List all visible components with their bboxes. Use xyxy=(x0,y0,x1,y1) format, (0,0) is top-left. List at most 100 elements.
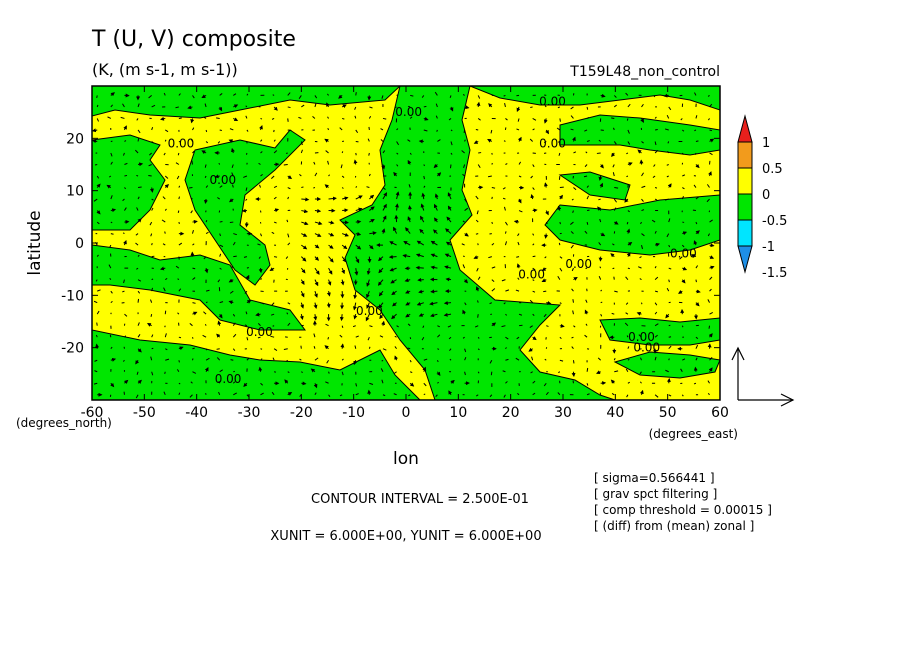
wind-vector xyxy=(177,210,180,213)
wind-vector xyxy=(232,184,234,188)
wind-vector xyxy=(299,314,304,321)
wind-vector xyxy=(434,193,439,200)
wind-vector xyxy=(136,267,139,270)
wind-vector xyxy=(709,103,713,108)
wind-vector xyxy=(709,265,715,270)
wind-vector xyxy=(258,256,261,259)
wind-vector xyxy=(124,207,127,211)
wind-vector xyxy=(137,218,142,223)
wind-vector xyxy=(380,139,384,142)
wind-vector xyxy=(396,128,399,131)
wind-vector xyxy=(476,210,479,215)
wind-vector xyxy=(178,242,183,246)
wind-vector xyxy=(205,185,209,188)
wind-vector xyxy=(273,106,278,111)
wind-vector xyxy=(682,358,686,361)
wind-vector xyxy=(177,278,180,281)
wind-vector xyxy=(110,92,115,97)
y-axis: 20 10 0 -10 -20 xyxy=(61,131,720,357)
wind-vector xyxy=(92,128,98,133)
wind-vector xyxy=(477,314,479,318)
wind-vector xyxy=(504,231,507,234)
wind-vector xyxy=(694,92,697,96)
wind-vector xyxy=(475,286,480,292)
wind-vector xyxy=(160,116,166,121)
wind-vector xyxy=(219,253,222,257)
wind-vector xyxy=(443,312,452,317)
wind-vector xyxy=(518,175,522,178)
wind-vector xyxy=(314,221,323,226)
wind-vector xyxy=(405,301,411,306)
wind-vector xyxy=(369,244,374,250)
wind-vector xyxy=(258,366,263,372)
wind-vector xyxy=(627,381,630,384)
wind-vector xyxy=(450,129,453,132)
wind-vector xyxy=(596,370,601,374)
wind-vector xyxy=(544,105,547,108)
wind-vector xyxy=(416,240,425,246)
wind-vector xyxy=(178,288,182,292)
wind-vector xyxy=(613,127,615,131)
wind-vector xyxy=(668,244,671,248)
wind-vector xyxy=(341,267,345,275)
x-tick-label: -40 xyxy=(185,405,208,421)
wind-vector xyxy=(585,151,588,154)
wind-vector xyxy=(260,233,263,237)
wind-vector xyxy=(450,379,455,385)
wind-vector xyxy=(328,174,330,177)
wind-vector xyxy=(355,129,359,134)
wind-vector xyxy=(205,301,208,304)
wind-vector xyxy=(489,359,493,364)
wind-vector xyxy=(380,128,384,131)
x-tick-label: 30 xyxy=(554,405,572,421)
wind-vector xyxy=(420,203,425,211)
wind-vector xyxy=(378,256,384,262)
wind-vector xyxy=(204,323,207,326)
wind-vector xyxy=(382,192,388,200)
wind-vector xyxy=(190,381,193,384)
wind-vector xyxy=(450,152,453,155)
wind-vector xyxy=(503,140,506,142)
wind-vector xyxy=(273,196,277,200)
wind-vector xyxy=(96,95,98,99)
wind-vector xyxy=(164,139,167,142)
wind-vector xyxy=(192,347,195,350)
wind-vector xyxy=(218,106,223,112)
x-axis: -60 -50 -40 -30 -20 -10 0 10 20 30 40 50 60 xyxy=(81,86,729,421)
wind-vector xyxy=(95,279,98,282)
wind-vector xyxy=(503,94,506,97)
wind-vector xyxy=(164,231,166,234)
wind-vector xyxy=(667,141,670,144)
wind-vector xyxy=(245,198,248,201)
wind-vector xyxy=(342,220,349,225)
wind-vector xyxy=(627,241,633,246)
wind-vector xyxy=(640,118,644,123)
wind-vector xyxy=(192,311,198,316)
wind-vector xyxy=(219,267,222,270)
wind-vector xyxy=(301,233,308,237)
wind-vector xyxy=(110,161,113,165)
wind-vector xyxy=(584,230,588,234)
colorbar-segment xyxy=(737,193,753,221)
wind-vector xyxy=(437,325,440,328)
wind-vector xyxy=(151,287,154,292)
wind-vector xyxy=(709,219,713,223)
wind-vector xyxy=(205,219,208,223)
wind-vector xyxy=(124,335,127,338)
wind-vector xyxy=(313,161,316,165)
wind-vector xyxy=(611,117,615,119)
wind-vector xyxy=(707,95,710,97)
wind-vector xyxy=(491,279,495,282)
wind-vector xyxy=(271,175,275,180)
wind-vector xyxy=(639,381,642,384)
wind-vector xyxy=(230,359,234,361)
wind-vector xyxy=(388,254,397,259)
wind-vector xyxy=(529,138,534,142)
wind-vector xyxy=(95,334,98,338)
wind-vector xyxy=(436,360,439,363)
wind-vector xyxy=(463,129,466,134)
wind-vector xyxy=(435,103,438,108)
wind-vector xyxy=(445,277,452,282)
wind-vector xyxy=(639,348,642,350)
wind-vector xyxy=(415,265,424,270)
